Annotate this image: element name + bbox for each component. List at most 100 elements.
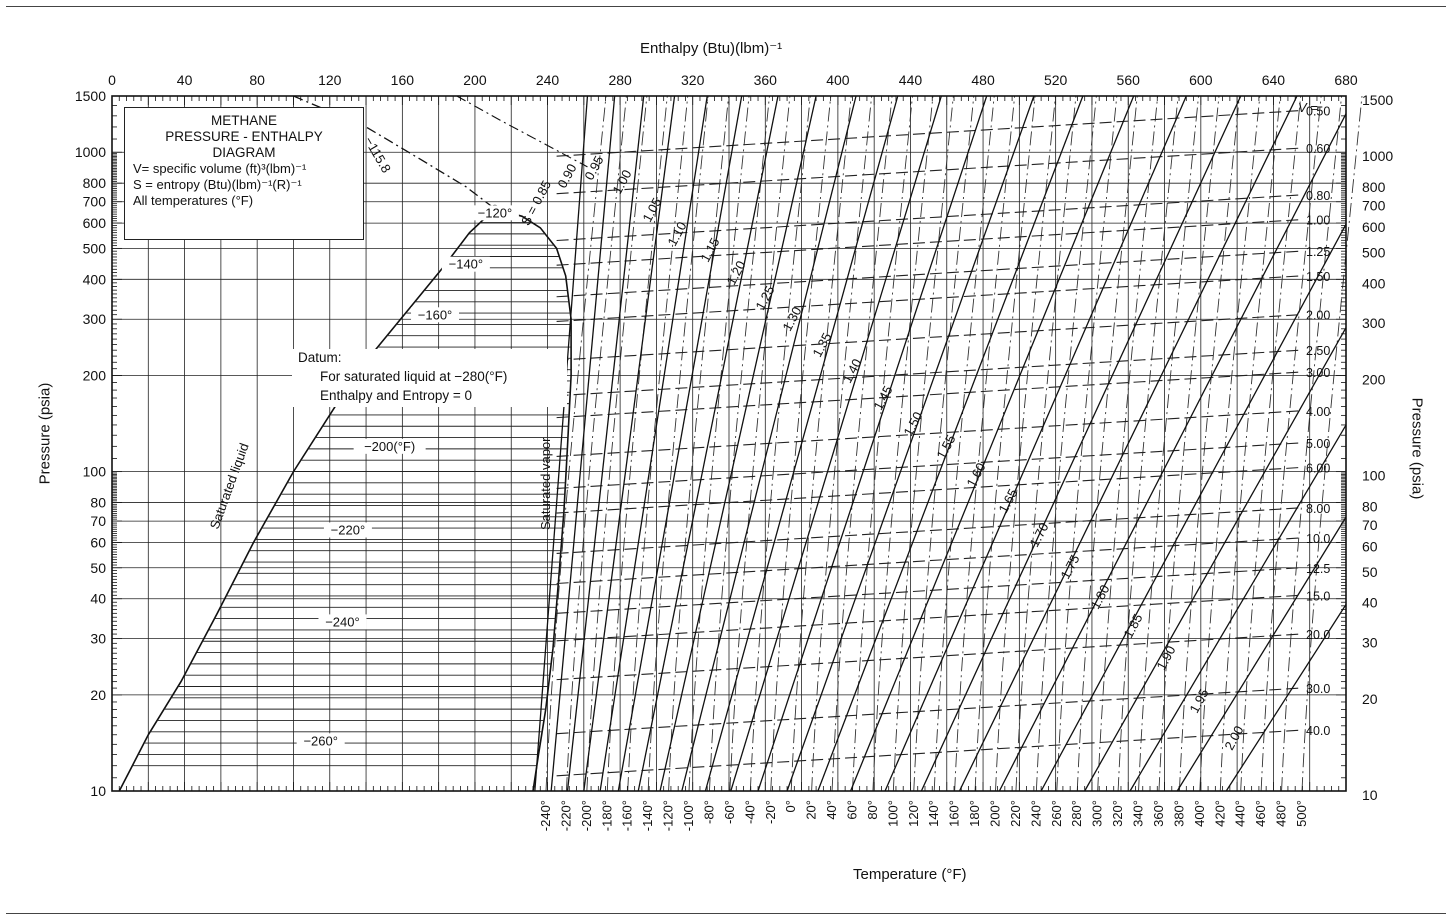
volume-label: 15.0 [1306, 589, 1330, 603]
vapor-isotherm [565, 95, 627, 792]
chart-labels: -240° -220° -200° -180° -160° -140° -120° -100°… [207, 134, 1309, 831]
volume-label: 2.50 [1306, 344, 1330, 358]
x-tick-label: 40 [177, 72, 193, 88]
y-tick-label-right: 60 [1362, 538, 1378, 554]
vapor-isotherm [1138, 95, 1199, 792]
entropy-label: 1.90 [1153, 643, 1178, 672]
y-tick-label-right: 800 [1362, 179, 1386, 195]
x-tick-label: 560 [1117, 72, 1141, 88]
volume-line [556, 537, 1301, 585]
entropy-line [681, 95, 857, 792]
temperature-tick-label: -180° [599, 800, 614, 831]
temperature-tick-label: 300° [1090, 800, 1105, 827]
y-tick-label-right: 700 [1362, 198, 1386, 214]
chart-title-line-3: DIAGRAM [212, 145, 276, 160]
vapor-isotherm [1260, 95, 1322, 792]
entropy-label: 1.70 [1026, 520, 1051, 549]
volume-line [556, 314, 1301, 361]
isotherm-label-bg [441, 256, 490, 272]
legend-temperature-unit: All temperatures (°F) [133, 193, 254, 208]
x-tick-label: 320 [681, 72, 705, 88]
x-tick-label: 120 [318, 72, 342, 88]
temperature-tick-label: 0° [783, 800, 798, 812]
x-tick-label: 640 [1262, 72, 1286, 88]
vapor-isotherm [545, 95, 607, 792]
temperature-tick-label: 480° [1274, 800, 1289, 827]
vapor-isotherm [606, 95, 668, 792]
vapor-isotherm [749, 95, 811, 792]
isotherm-label: −140° [449, 257, 483, 272]
vapor-isotherm [872, 95, 934, 792]
entropy-line [757, 95, 988, 792]
isotherm-label-bg [353, 438, 426, 454]
temperature-tick-label: -200° [579, 800, 594, 831]
temperature-tick-label: 120° [906, 800, 921, 827]
x-axis-title-top: Enthalpy (Btu)(lbm)⁻¹ [640, 40, 783, 57]
temperature-tick-label: 340° [1131, 800, 1146, 827]
vapor-isotherm [627, 95, 689, 792]
y-axis-title-right: Pressure (psia) [1408, 397, 1426, 500]
vapor-isotherm [586, 95, 648, 792]
datum-line-2: Enthalpy and Entropy = 0 [320, 388, 472, 403]
isotherm-label: −220° [331, 523, 365, 538]
vapor-isotherm [974, 95, 1036, 792]
y-tick-label-left: 60 [90, 534, 106, 550]
entropy-line [998, 113, 1347, 792]
temperature-tick-label: 20° [804, 800, 819, 820]
x-tick-label: 600 [1189, 72, 1213, 88]
temperature-tick-label: 180° [967, 800, 982, 827]
isotherms [132, 95, 1363, 792]
y-tick-label-right: 600 [1362, 219, 1386, 235]
volume-line [556, 275, 1301, 323]
temperature-tick-label: 500° [1294, 800, 1309, 827]
entropy-line [637, 95, 779, 792]
volume-line [556, 410, 1301, 457]
volume-label: 40.0 [1306, 724, 1330, 738]
entropy-label: 1.55 [933, 432, 958, 461]
saturated-vapor-label: Saturated vapor [538, 437, 553, 530]
temperature-tick-label: -240° [538, 800, 553, 831]
temperature-tick-label: -140° [640, 800, 655, 831]
temperature-tick-label: -220° [558, 800, 573, 831]
y-tick-label-left: 800 [83, 175, 107, 191]
volume-line [556, 194, 1301, 242]
temperature-tick-label: 240° [1028, 800, 1043, 827]
isotherm-label: −200(°F) [364, 439, 415, 454]
temperature-tick-label: -20° [763, 800, 778, 824]
temperature-tick-label: 460° [1253, 800, 1268, 827]
y-tick-label-left: 80 [90, 495, 106, 511]
x-tick-label: 400 [826, 72, 850, 88]
temperature-tick-label: -60° [722, 800, 737, 824]
isotherm-label-bg [296, 733, 345, 749]
volume-label: 8.00 [1306, 502, 1330, 516]
vapor-isotherm [1117, 95, 1179, 792]
x-tick-label: 360 [754, 72, 778, 88]
entropy-label: 0.90 [554, 161, 579, 190]
saturation-dome [118, 204, 572, 792]
volume-label: 3.00 [1306, 366, 1330, 380]
volume-label: 2.00 [1306, 309, 1330, 323]
entropy-line [958, 95, 1298, 792]
vapor-isotherm [852, 95, 913, 792]
x-tick-label: 80 [249, 72, 265, 88]
vapor-isotherm [1219, 95, 1281, 792]
y-tick-label-right: 100 [1362, 468, 1386, 484]
entropy-line [534, 95, 589, 792]
volume-label: 12.5 [1306, 562, 1330, 576]
entropy-label: 1.60 [963, 460, 988, 489]
volume-label: 6.00 [1306, 462, 1330, 476]
y-tick-label-right: 20 [1362, 691, 1378, 707]
page-frame [6, 6, 1446, 914]
isotherm-label: −240° [325, 614, 359, 629]
x-tick-label: 280 [608, 72, 632, 88]
temperature-tick-label: 260° [1049, 800, 1064, 827]
y-tick-label-right: 10 [1362, 787, 1378, 803]
volume-line [556, 371, 1301, 419]
volume-line [556, 442, 1301, 490]
isotherm-upper [456, 95, 588, 168]
volume-line [556, 250, 1301, 298]
temperature-tick-label: 80° [865, 800, 880, 820]
isotherm-label-bg [411, 307, 460, 323]
y-tick-label-right: 40 [1362, 595, 1378, 611]
